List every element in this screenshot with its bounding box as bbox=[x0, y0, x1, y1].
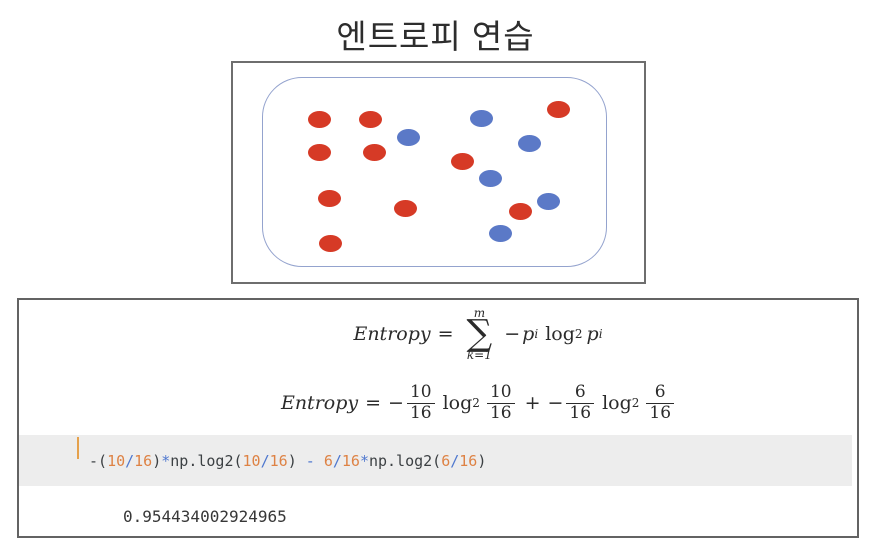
plus-sign: + bbox=[524, 392, 541, 414]
red-dot bbox=[307, 143, 331, 161]
code-token-op: / bbox=[260, 451, 270, 470]
red-dot bbox=[508, 202, 532, 220]
cell-cursor-bar bbox=[77, 437, 79, 459]
sum-upper-limit: m bbox=[473, 305, 486, 320]
formula2-lhs: Entropy bbox=[280, 392, 359, 414]
code-token-plain: np.log2( bbox=[170, 451, 243, 470]
fraction-10-16: 10 16 bbox=[406, 382, 435, 423]
equals-sign: = bbox=[437, 323, 454, 345]
blue-dot bbox=[517, 134, 541, 152]
minus-sign: − bbox=[547, 392, 564, 414]
entropy-panel: Entropy = m ∑ k=1 − p i log 2 p i Entropy = −… bbox=[17, 298, 859, 538]
red-dot bbox=[450, 152, 474, 170]
minus-sign: − bbox=[504, 323, 521, 345]
code-cell[interactable]: -(10/16) * np.log2(10/16) - 6/16 * np.log2(6… bbox=[19, 435, 852, 486]
red-dot bbox=[362, 143, 386, 161]
minus-sign: − bbox=[388, 392, 404, 414]
sum-lower-limit: k=1 bbox=[466, 348, 492, 363]
red-dot bbox=[358, 110, 382, 128]
code-token-plain: ) bbox=[477, 451, 487, 470]
entropy-formula-values: Entropy = −10 16 log 2 10 16 + −6 16 log 2 6 16 bbox=[19, 376, 857, 430]
fraction-6-16: 6 16 bbox=[566, 382, 595, 423]
entropy-formula-general: Entropy = m ∑ k=1 − p i log 2 p i bbox=[19, 304, 857, 364]
p-subscript: i bbox=[598, 327, 603, 341]
sigma-glyph: ∑ bbox=[466, 312, 493, 354]
log-base: 2 bbox=[472, 396, 480, 410]
summation-symbol: m ∑ k=1 bbox=[467, 307, 493, 362]
log-text: log bbox=[602, 392, 632, 414]
red-dot bbox=[546, 100, 570, 118]
code-token-op: - bbox=[296, 451, 324, 470]
code-token-op: / bbox=[450, 451, 460, 470]
code-token-plain: -( bbox=[89, 451, 108, 470]
code-token-plain: np.log2( bbox=[368, 451, 442, 470]
red-dot bbox=[307, 110, 331, 128]
cell-output: 0.954434002924965 bbox=[123, 507, 287, 526]
equals-sign: = bbox=[365, 392, 382, 414]
fraction-6-16: 6 16 bbox=[646, 382, 675, 423]
red-dot bbox=[318, 234, 342, 252]
blue-dot bbox=[396, 128, 420, 146]
fraction-10-16: 10 16 bbox=[486, 382, 515, 423]
log-text: log bbox=[442, 392, 473, 414]
red-dot bbox=[393, 199, 417, 217]
code-token-num: 16 bbox=[459, 451, 478, 470]
code-token-op: * bbox=[359, 451, 369, 470]
code-token-num: 6 bbox=[323, 451, 333, 470]
rounded-region bbox=[262, 77, 607, 267]
blue-dot bbox=[478, 169, 502, 187]
code-token-plain: ) bbox=[287, 451, 297, 470]
dots-figure bbox=[231, 61, 646, 284]
code-token-op: / bbox=[125, 451, 135, 470]
log-base: 2 bbox=[574, 327, 583, 341]
code-token-num: 10 bbox=[107, 451, 126, 470]
p-subscript: i bbox=[534, 327, 539, 341]
code-token-num: 16 bbox=[341, 451, 360, 470]
log-base: 2 bbox=[631, 396, 640, 410]
blue-dot bbox=[536, 192, 560, 210]
code-token-plain: ) bbox=[152, 451, 162, 470]
code-token-op: * bbox=[161, 451, 171, 470]
blue-dot bbox=[469, 109, 493, 127]
code-token-num: 16 bbox=[269, 451, 288, 470]
p-var: p bbox=[586, 323, 599, 345]
code-token-num: 6 bbox=[441, 451, 451, 470]
log-text: log bbox=[545, 323, 575, 345]
page-title: 엔트로피 연습 bbox=[336, 18, 535, 55]
p-var: p bbox=[522, 323, 535, 345]
code-token-op: / bbox=[332, 451, 342, 470]
formula1-lhs: Entropy bbox=[353, 323, 431, 345]
red-dot bbox=[317, 189, 341, 207]
code-token-num: 10 bbox=[242, 451, 261, 470]
code-token-num: 16 bbox=[134, 451, 153, 470]
code-input-line[interactable]: -(10/16) * np.log2(10/16) - 6/16 * np.log2(6… bbox=[89, 435, 486, 486]
blue-dot bbox=[488, 224, 512, 242]
